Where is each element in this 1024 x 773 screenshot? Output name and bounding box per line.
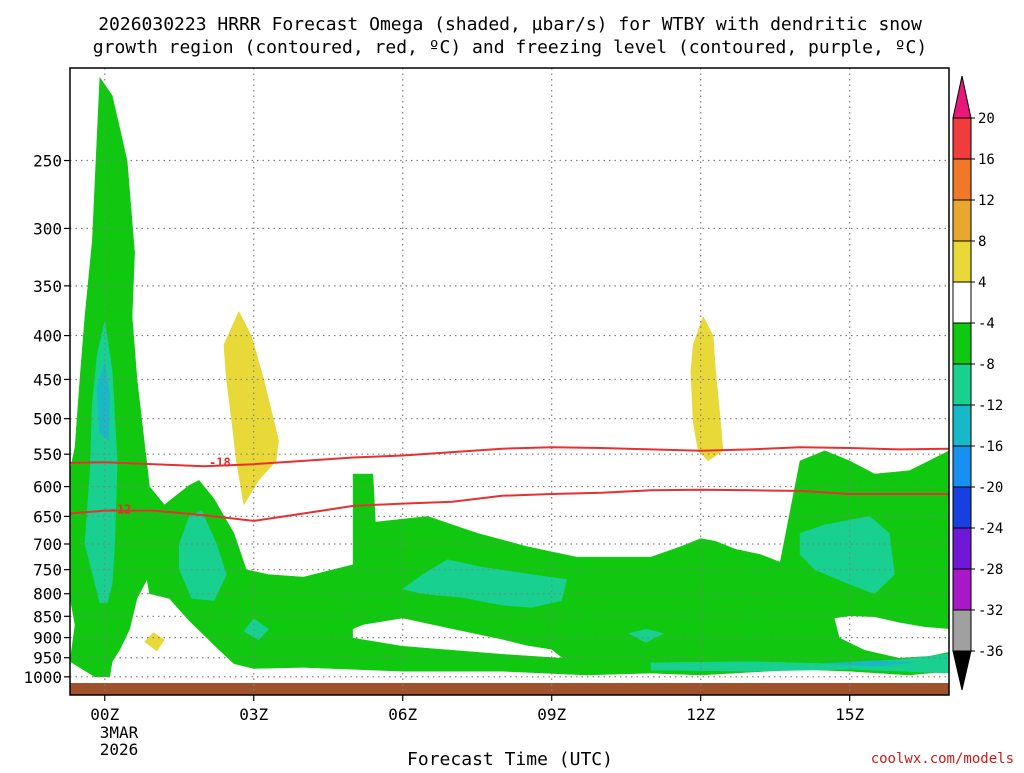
colorbar-segment bbox=[952, 158, 972, 201]
omega-region-5 bbox=[243, 618, 269, 641]
omega-region-2 bbox=[179, 510, 227, 601]
contour-label: -18 bbox=[209, 456, 231, 470]
y-tick-label: 750 bbox=[33, 561, 62, 580]
date-label-line1: 3MAR bbox=[100, 723, 139, 742]
date-label-line2: 2026 bbox=[100, 740, 139, 759]
colorbar-label: -16 bbox=[978, 439, 1003, 455]
omega-region-11 bbox=[690, 315, 724, 462]
colorbar-label: -32 bbox=[978, 603, 1003, 619]
colorbar-segment bbox=[952, 240, 972, 283]
colorbar-label: -12 bbox=[978, 398, 1003, 414]
x-axis-label: Forecast Time (UTC) bbox=[407, 749, 613, 768]
y-tick-label: 600 bbox=[33, 478, 62, 497]
chart-title-line2: growth region (contoured, red, ºC) and f… bbox=[93, 37, 927, 58]
omega-region-6 bbox=[627, 628, 665, 643]
contour-label: -12 bbox=[110, 502, 132, 516]
omega-region-8 bbox=[97, 362, 110, 441]
colorbar: 20 16 12 8 4 -4 -8 -12 -16 -20 -24 -28 -32 -36 bbox=[952, 75, 1003, 691]
y-tick-label: 1000 bbox=[23, 668, 62, 687]
y-tick-label: 850 bbox=[33, 607, 62, 626]
colorbar-label: -36 bbox=[978, 644, 1003, 660]
colorbar-label: 12 bbox=[978, 193, 995, 209]
contour-line-1 bbox=[70, 488, 949, 522]
x-tick-label: 15Z bbox=[835, 705, 864, 724]
x-axis: 00Z 03Z 06Z 09Z 12Z 15Z bbox=[90, 695, 864, 724]
y-tick-label: 450 bbox=[33, 370, 62, 389]
colorbar-segment bbox=[952, 486, 972, 529]
y-tick-label: 650 bbox=[33, 507, 62, 526]
credit-text: coolwx.com/models bbox=[871, 751, 1014, 767]
plot-frame bbox=[69, 67, 950, 696]
omega-region-4 bbox=[799, 516, 895, 594]
colorbar-label: -24 bbox=[978, 521, 1003, 537]
y-tick-label: 250 bbox=[33, 152, 62, 171]
omega-region-9 bbox=[824, 660, 915, 667]
x-tick-label: 09Z bbox=[537, 705, 566, 724]
colorbar-segment bbox=[952, 609, 972, 652]
y-tick-label: 800 bbox=[33, 585, 62, 604]
y-tick-label: 950 bbox=[33, 649, 62, 668]
y-axis: 250 300 350 400 450 500 550 600 650 700 750 800 850 9… bbox=[23, 152, 70, 687]
y-tick-label: 350 bbox=[33, 277, 62, 296]
colorbar-label: 4 bbox=[978, 275, 986, 291]
contour-layer: -18 -12 bbox=[70, 446, 949, 522]
y-tick-label: 500 bbox=[33, 410, 62, 429]
y-tick-label: 400 bbox=[33, 327, 62, 346]
colorbar-segment bbox=[952, 363, 972, 406]
omega-region-14 bbox=[834, 616, 949, 658]
colorbar-segment bbox=[952, 281, 972, 324]
colorbar-segment bbox=[952, 322, 972, 365]
contour-line-0 bbox=[70, 446, 949, 468]
colorbar-label: -8 bbox=[978, 357, 995, 373]
colorbar-label: -4 bbox=[978, 316, 995, 332]
colorbar-segment bbox=[952, 527, 972, 570]
y-tick-label: 700 bbox=[33, 535, 62, 554]
colorbar-top-arrow bbox=[952, 75, 972, 119]
x-tick-label: 00Z bbox=[90, 705, 119, 724]
colorbar-segment bbox=[952, 404, 972, 447]
omega-region-3 bbox=[402, 559, 567, 608]
colorbar-segment bbox=[952, 199, 972, 242]
colorbar-segment bbox=[952, 445, 972, 488]
colorbar-label: 16 bbox=[978, 152, 995, 168]
grid-layer bbox=[70, 68, 949, 695]
ground-strip bbox=[70, 683, 949, 695]
colorbar-segment bbox=[952, 117, 972, 160]
colorbar-label: 8 bbox=[978, 234, 986, 250]
colorbar-label: -28 bbox=[978, 562, 1003, 578]
colorbar-segment bbox=[952, 568, 972, 611]
x-tick-label: 03Z bbox=[239, 705, 268, 724]
x-tick-label: 06Z bbox=[388, 705, 417, 724]
colorbar-label: 20 bbox=[978, 111, 995, 127]
omega-region-7 bbox=[650, 653, 949, 674]
omega-shading-layer bbox=[70, 76, 949, 678]
y-tick-label: 900 bbox=[33, 629, 62, 648]
y-tick-label: 550 bbox=[33, 445, 62, 464]
x-tick-label: 12Z bbox=[686, 705, 715, 724]
colorbar-bottom-arrow bbox=[952, 650, 972, 691]
colorbar-label: -20 bbox=[978, 480, 1003, 496]
chart-title-line1: 2026030223 HRRR Forecast Omega (shaded, … bbox=[98, 14, 922, 35]
y-tick-label: 300 bbox=[33, 219, 62, 238]
